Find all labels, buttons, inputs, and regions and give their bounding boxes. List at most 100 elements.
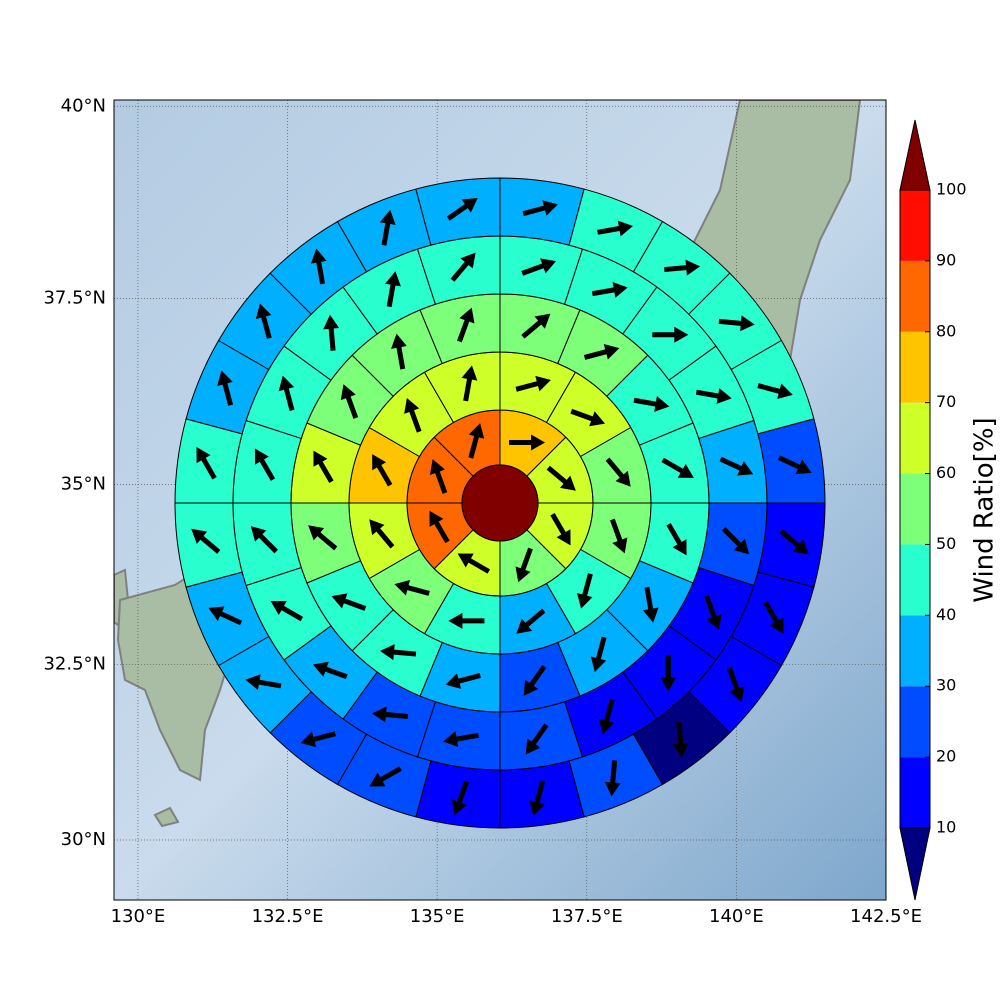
- wind-arrow: [521, 313, 551, 339]
- colorbar-tick-label: 80: [936, 321, 956, 340]
- colorbar-tick-label: 100: [936, 180, 967, 199]
- colorbar-label: Wind Ratio[%]: [970, 417, 1000, 602]
- wind-arrow: [369, 519, 395, 549]
- colorbar-tick-label: 90: [936, 250, 956, 269]
- wind-arrow: [217, 370, 234, 406]
- colorbar-segment: [900, 190, 930, 261]
- wind-arrow: [521, 258, 557, 276]
- wind-arrow: [777, 455, 812, 475]
- x-tick-label: 137.5°E: [551, 906, 623, 927]
- wind-arrow: [757, 383, 793, 400]
- wind-arrow: [429, 459, 448, 494]
- colorbar-extension: [899, 827, 931, 901]
- wind-arrow: [583, 344, 620, 360]
- wind-arrow: [404, 397, 422, 433]
- wind-arrow: [331, 593, 367, 611]
- wind-arrow: [516, 608, 546, 634]
- wind-arrow: [270, 601, 304, 622]
- sector: [499, 760, 585, 829]
- wind-arrow: [721, 527, 750, 555]
- wind-arrow: [394, 579, 430, 596]
- wind-arrow: [385, 271, 401, 308]
- wind-arrow: [598, 698, 615, 735]
- wind-arrow: [468, 423, 485, 459]
- colorbar-tick-label: 10: [936, 818, 956, 837]
- wind-arrow: [661, 457, 694, 478]
- wind-arrow: [451, 780, 470, 816]
- wind-arrow: [310, 248, 327, 285]
- colorbar-tick-label: 70: [936, 392, 956, 411]
- wind-arrow: [704, 595, 722, 630]
- colorbar-segment: [900, 331, 930, 403]
- center-disc: [461, 464, 539, 542]
- colorbar-tick-label: 40: [936, 605, 956, 624]
- wind-arrow: [446, 198, 478, 221]
- wind-arrow: [372, 454, 393, 487]
- wind-arrow: [718, 315, 755, 332]
- wind-arrow: [672, 721, 689, 758]
- wind-arrow: [550, 512, 571, 546]
- colorbar-tick-label: 60: [936, 463, 956, 482]
- map: [114, 100, 886, 900]
- wind-arrow: [522, 200, 558, 217]
- wind-arrow: [591, 282, 628, 298]
- colorbar-frame: [899, 189, 931, 829]
- wind-arrow: [633, 396, 670, 412]
- wind-arrow: [576, 573, 593, 609]
- wind-arrow: [323, 314, 340, 351]
- colorbar-segment: [900, 757, 930, 828]
- wind-arrow: [340, 384, 359, 419]
- wind-arrow: [300, 731, 336, 748]
- y-tick-label: 37.5°N: [43, 287, 106, 308]
- wind-arrow: [278, 375, 295, 412]
- wind-arrow: [546, 465, 576, 491]
- wind-arrow: [605, 457, 631, 487]
- x-tick-label: 132.5°E: [252, 906, 324, 927]
- colorbar-segment: [900, 544, 930, 616]
- y-tick-label: 40°N: [61, 95, 106, 116]
- x-tick-label: 130°E: [111, 906, 166, 927]
- wind-arrow: [525, 723, 549, 755]
- wind-arrow: [369, 766, 402, 787]
- wind-arrow: [604, 760, 621, 797]
- wind-arrow: [313, 450, 334, 483]
- land: [153, 806, 180, 828]
- wind-arrow: [208, 606, 243, 626]
- wind-arrow: [457, 553, 491, 574]
- wind-arrow: [597, 220, 633, 237]
- wind-arrow: [666, 523, 687, 556]
- x-tick-label: 142.5°E: [850, 906, 922, 927]
- wind-arrow: [379, 209, 396, 246]
- colorbar-segment: [900, 686, 930, 758]
- wind-arrow: [191, 528, 221, 554]
- wind-arrow: [461, 365, 478, 402]
- wind-arrow: [570, 408, 606, 427]
- wind-arrow: [457, 307, 475, 343]
- x-tick-label: 140°E: [709, 906, 764, 927]
- y-tick-label: 30°N: [61, 829, 106, 850]
- colorbar-tick-label: 20: [936, 747, 956, 766]
- wind-arrow: [196, 447, 217, 480]
- wind-arrow: [372, 706, 409, 723]
- wind-arrow: [312, 661, 348, 680]
- wind-arrow: [664, 259, 701, 276]
- wind-arrow: [652, 326, 689, 343]
- wind-arrow: [429, 510, 450, 544]
- colorbar-segment: [900, 402, 930, 474]
- wind-arrow: [255, 303, 272, 339]
- wind-arrow: [610, 518, 628, 554]
- wind-arrow: [380, 644, 417, 661]
- wind-arrow: [254, 448, 276, 481]
- wind-arrow: [443, 731, 479, 747]
- colorbar-segment: [900, 260, 930, 332]
- wind-arrow: [509, 434, 546, 451]
- x-tick-label: 135°E: [410, 906, 465, 927]
- wind-arrow: [515, 547, 533, 583]
- wind-arrow: [391, 333, 407, 370]
- y-tick-label: 32.5°N: [43, 654, 106, 675]
- wind-arrow: [727, 667, 745, 702]
- wind-arrow: [642, 586, 659, 623]
- wind-arrow: [590, 636, 607, 672]
- wind-arrow: [448, 612, 485, 629]
